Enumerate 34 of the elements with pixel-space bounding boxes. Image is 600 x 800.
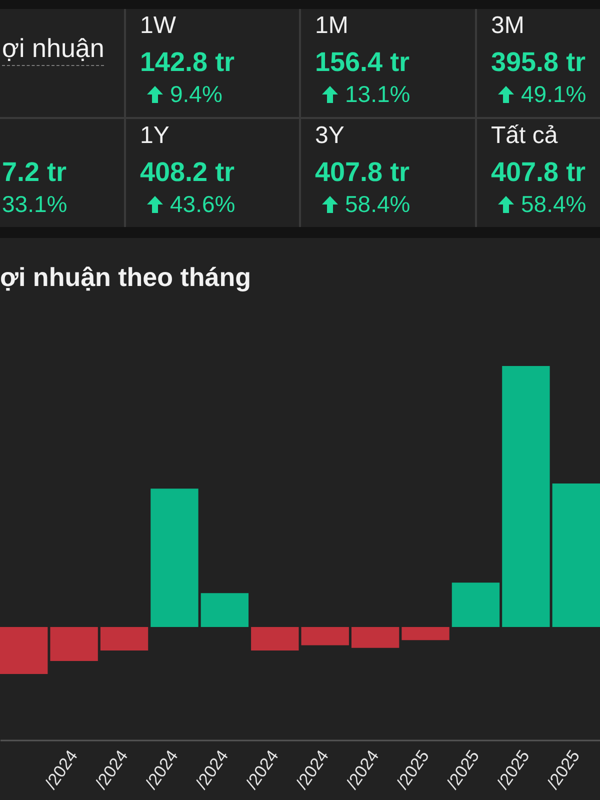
text: 58.4% [521, 191, 586, 217]
chart-title: ợi nhuận theo tháng [0, 262, 252, 292]
text: 1Y [140, 122, 170, 149]
bar [50, 627, 98, 661]
bar [251, 627, 299, 651]
bar [150, 488, 198, 628]
text: 43.6% [170, 191, 236, 217]
bar [552, 483, 600, 628]
text: 3M [491, 12, 524, 39]
text: 395.8 tr [491, 47, 586, 77]
text: 156.4 tr [315, 47, 410, 77]
text: 3Y [315, 122, 344, 149]
text: 7.2 tr [2, 157, 67, 187]
text: 58.4% [345, 191, 410, 217]
text: 1M [315, 12, 348, 39]
text: Tất cả [491, 122, 558, 149]
bar [502, 366, 550, 628]
bar [351, 627, 400, 648]
bar [100, 627, 148, 651]
bar [200, 593, 249, 628]
text: 49.1% [521, 81, 586, 107]
bar [0, 627, 48, 674]
text: 13.1% [345, 81, 410, 107]
bar [301, 627, 349, 646]
text: 142.8 tr [140, 47, 235, 77]
text: 407.8 tr [315, 157, 410, 187]
bar [452, 582, 500, 628]
text: 33.1% [2, 191, 68, 217]
text: 408.2 tr [140, 157, 235, 187]
bar [402, 627, 450, 640]
text: 1W [140, 12, 176, 39]
text: 9.4% [170, 81, 222, 107]
text: ợi nhuận [2, 33, 104, 66]
text: 407.8 tr [491, 157, 586, 187]
